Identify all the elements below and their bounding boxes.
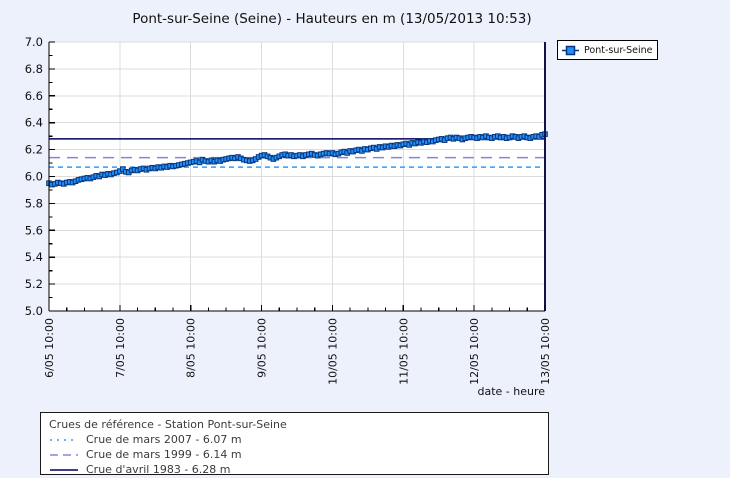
x-tick-label: 8/05 10:00 (185, 318, 198, 378)
reference-entry-2007: Crue de mars 2007 - 6.07 m (49, 432, 540, 447)
x-tick-label: 12/05 10:00 (468, 318, 481, 385)
reference-entry-1999: Crue de mars 1999 - 6.14 m (49, 447, 540, 462)
reference-entry-1983: Crue d'avril 1983 - 6.28 m (49, 462, 540, 477)
x-tick-label: 7/05 10:00 (114, 318, 127, 378)
y-tick-label: 6.8 (25, 62, 43, 76)
y-tick-label: 5.2 (25, 277, 43, 291)
series-marker-icon (562, 45, 579, 55)
x-axis-label: date - heure (477, 385, 545, 398)
solid-line-swatch-icon (50, 468, 78, 471)
dashed-line-swatch-icon (50, 453, 78, 456)
y-tick-label: 6.4 (25, 116, 43, 130)
reference-legend-title: Crues de référence - Station Pont-sur-Se… (49, 418, 287, 431)
y-tick-label: 5.6 (25, 223, 43, 237)
y-tick-label: 5.0 (25, 304, 43, 318)
reference-entry-label: Crue de mars 1999 - 6.14 m (86, 448, 242, 461)
x-tick-label: 10/05 10:00 (326, 318, 339, 385)
hydrograph-canvas: 7.0 6.8 6.6 6.4 6.2 6.0 5.8 5.6 5.4 5.2 5.06/05 10… (25, 35, 552, 385)
y-tick-label: 6.2 (25, 143, 43, 157)
y-tick-label: 6.0 (25, 170, 43, 184)
y-tick-label: 6.6 (25, 89, 43, 103)
chart-title: Pont-sur-Seine (Seine) - Hauteurs en m (… (132, 11, 532, 27)
series-legend-box: Pont-sur-Seine (557, 40, 658, 60)
x-tick-label: 6/05 10:00 (43, 318, 56, 378)
reference-entry-label: Crue de mars 2007 - 6.07 m (86, 433, 242, 446)
y-tick-label: 5.8 (25, 196, 43, 210)
dotted-line-swatch-icon (50, 438, 78, 441)
x-tick-label: 11/05 10:00 (397, 318, 410, 385)
x-tick-label: 9/05 10:00 (256, 318, 269, 378)
y-tick-label: 7.0 (25, 35, 43, 49)
reference-entry-label: Crue d'avril 1983 - 6.28 m (86, 463, 231, 476)
y-tick-label: 5.4 (25, 250, 43, 264)
reference-legend-box: Crues de référence - Station Pont-sur-Se… (40, 412, 549, 477)
series-legend-label: Pont-sur-Seine (584, 44, 653, 56)
x-tick-label: 13/05 10:00 (539, 318, 552, 385)
